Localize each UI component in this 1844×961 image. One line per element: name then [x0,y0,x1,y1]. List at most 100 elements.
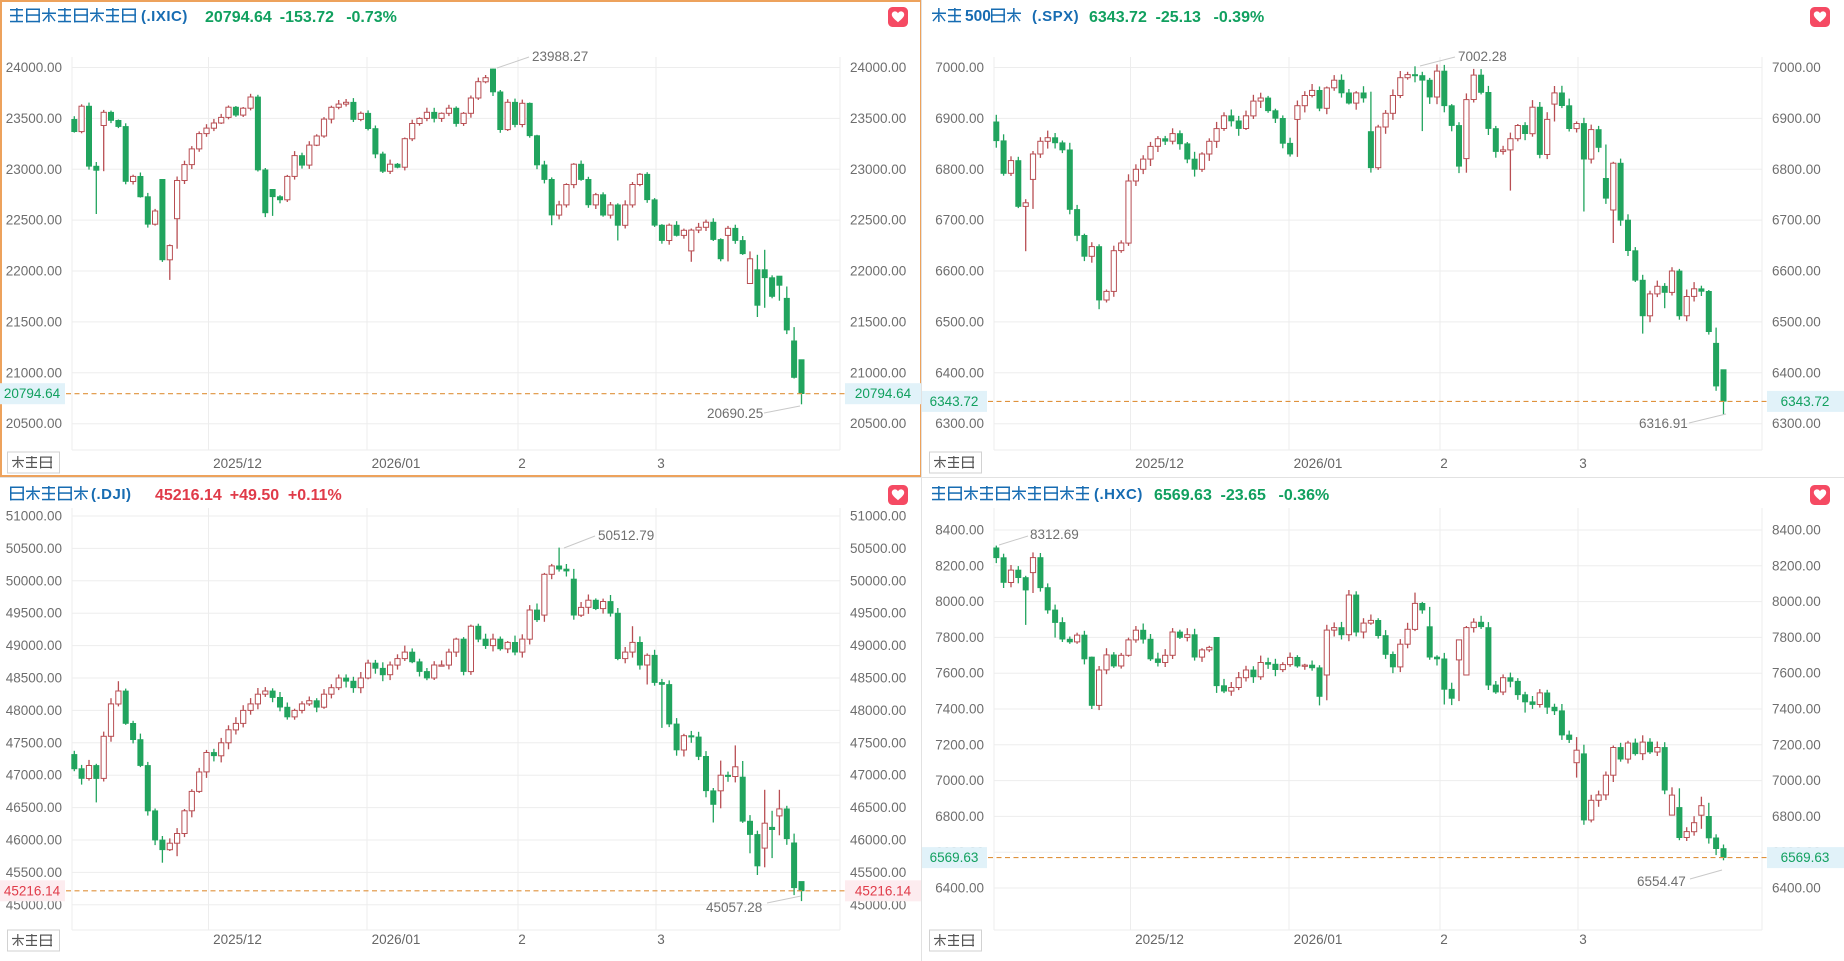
svg-text:50512.79: 50512.79 [598,528,654,543]
svg-text:6569.63: 6569.63 [930,850,979,865]
svg-text:6316.91: 6316.91 [1639,416,1688,431]
svg-text:2026/01: 2026/01 [1294,456,1343,471]
svg-text:45216.14: 45216.14 [4,883,61,898]
svg-text:2: 2 [518,456,526,471]
svg-text:48000.00: 48000.00 [850,703,906,718]
svg-text:-25.13: -25.13 [1156,9,1201,26]
svg-text:+0.11%: +0.11% [288,487,342,504]
svg-text:8000.00: 8000.00 [935,594,984,609]
svg-text:47000.00: 47000.00 [6,768,62,783]
svg-text:21500.00: 21500.00 [850,314,906,329]
svg-text:7000.00: 7000.00 [1772,60,1821,75]
svg-text:23500.00: 23500.00 [6,111,62,126]
svg-text:49000.00: 49000.00 [850,638,906,653]
svg-text:2025/12: 2025/12 [213,456,262,471]
svg-text:21500.00: 21500.00 [6,314,62,329]
svg-text:47500.00: 47500.00 [850,735,906,750]
svg-text:3: 3 [657,456,665,471]
svg-text:20690.25: 20690.25 [707,406,763,421]
svg-text:7800.00: 7800.00 [1772,630,1821,645]
svg-text:6343.72: 6343.72 [1089,9,1147,26]
svg-text:6400.00: 6400.00 [1772,881,1821,896]
svg-text:-0.36%: -0.36% [1279,487,1330,504]
svg-text:45057.28: 45057.28 [706,900,762,915]
svg-text:20500.00: 20500.00 [850,416,906,431]
svg-text:-23.65: -23.65 [1221,487,1266,504]
svg-text:48500.00: 48500.00 [6,671,62,686]
svg-text:49500.00: 49500.00 [6,606,62,621]
svg-text:8312.69: 8312.69 [1030,527,1079,542]
svg-text:50500.00: 50500.00 [6,541,62,556]
svg-text:49000.00: 49000.00 [6,638,62,653]
svg-text:23988.27: 23988.27 [532,49,588,64]
svg-text:22000.00: 22000.00 [850,264,906,279]
svg-text:6400.00: 6400.00 [935,365,984,380]
svg-text:3: 3 [1579,456,1587,471]
svg-text:46500.00: 46500.00 [850,800,906,815]
svg-text:6800.00: 6800.00 [935,162,984,177]
svg-text:47500.00: 47500.00 [6,735,62,750]
svg-text:6800.00: 6800.00 [935,809,984,824]
svg-text:6500.00: 6500.00 [1772,314,1821,329]
svg-text:6900.00: 6900.00 [935,111,984,126]
svg-text:6569.63: 6569.63 [1781,850,1830,865]
svg-text:8200.00: 8200.00 [1772,558,1821,573]
svg-text:45216.14: 45216.14 [855,883,912,898]
svg-text:6343.72: 6343.72 [930,394,979,409]
svg-text:20500.00: 20500.00 [6,416,62,431]
svg-text:46500.00: 46500.00 [6,800,62,815]
svg-text:51000.00: 51000.00 [850,509,906,524]
svg-text:3: 3 [657,932,665,947]
svg-text:45500.00: 45500.00 [6,865,62,880]
svg-text:6700.00: 6700.00 [935,213,984,228]
svg-text:22500.00: 22500.00 [850,213,906,228]
svg-text:20794.64: 20794.64 [205,9,272,26]
svg-text:2025/12: 2025/12 [1135,456,1184,471]
svg-text:2: 2 [1440,456,1448,471]
svg-text:6800.00: 6800.00 [1772,162,1821,177]
svg-text:24000.00: 24000.00 [850,60,906,75]
svg-text:48500.00: 48500.00 [850,671,906,686]
svg-text:46000.00: 46000.00 [850,833,906,848]
svg-text:8400.00: 8400.00 [935,523,984,538]
svg-text:45500.00: 45500.00 [850,865,906,880]
svg-text:8400.00: 8400.00 [1772,523,1821,538]
svg-text:(.SPX): (.SPX) [1032,8,1079,25]
svg-text:2026/01: 2026/01 [372,456,421,471]
svg-text:+49.50: +49.50 [230,487,279,504]
svg-text:50000.00: 50000.00 [850,573,906,588]
svg-text:6400.00: 6400.00 [1772,365,1821,380]
svg-text:(.HXC): (.HXC) [1094,486,1143,503]
svg-text:47000.00: 47000.00 [850,768,906,783]
svg-text:(.DJI): (.DJI) [91,486,132,503]
svg-text:6300.00: 6300.00 [935,416,984,431]
svg-text:51000.00: 51000.00 [6,509,62,524]
svg-text:23000.00: 23000.00 [6,162,62,177]
svg-text:23500.00: 23500.00 [850,111,906,126]
svg-text:6554.47: 6554.47 [1637,874,1686,889]
svg-text:-0.39%: -0.39% [1214,9,1265,26]
svg-text:7800.00: 7800.00 [935,630,984,645]
svg-text:2025/12: 2025/12 [213,932,262,947]
svg-text:2: 2 [1440,932,1448,947]
svg-text:50500.00: 50500.00 [850,541,906,556]
svg-text:-153.72: -153.72 [280,9,334,26]
svg-text:22000.00: 22000.00 [6,264,62,279]
svg-text:7200.00: 7200.00 [935,737,984,752]
svg-text:6300.00: 6300.00 [1772,416,1821,431]
svg-text:6569.63: 6569.63 [1154,487,1212,504]
svg-text:7000.00: 7000.00 [935,60,984,75]
svg-text:46000.00: 46000.00 [6,833,62,848]
svg-text:2026/01: 2026/01 [1294,932,1343,947]
svg-text:500: 500 [965,8,991,25]
svg-text:3: 3 [1579,932,1587,947]
svg-text:6900.00: 6900.00 [1772,111,1821,126]
svg-text:6400.00: 6400.00 [935,881,984,896]
svg-text:20794.64: 20794.64 [855,386,912,401]
svg-text:21000.00: 21000.00 [850,365,906,380]
svg-text:2026/01: 2026/01 [372,932,421,947]
svg-text:22500.00: 22500.00 [6,213,62,228]
svg-text:2025/12: 2025/12 [1135,932,1184,947]
svg-text:6800.00: 6800.00 [1772,809,1821,824]
svg-text:6600.00: 6600.00 [1772,264,1821,279]
